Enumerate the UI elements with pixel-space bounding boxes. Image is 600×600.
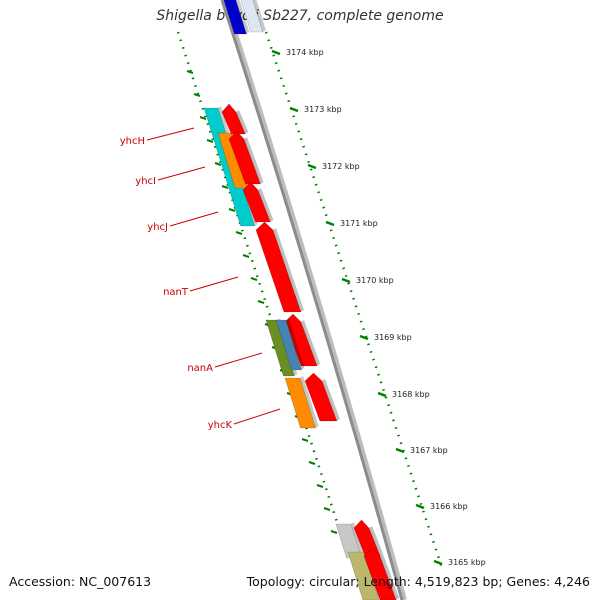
- cds-yhcK-body: [304, 372, 338, 422]
- kbp-tick-mark: [341, 277, 351, 284]
- cds-yhcJ-edge: [258, 188, 274, 222]
- minor-tick-mark: [186, 70, 194, 74]
- gene-features: [203, 0, 400, 600]
- kbp-tick-label: 3168 kbp: [392, 390, 430, 399]
- cds-nanT: [255, 221, 304, 313]
- cds-nanT-edge: [273, 228, 304, 312]
- minor-tick-mark: [228, 208, 236, 212]
- cds-nanA: [284, 313, 321, 367]
- gene-label: nanA: [187, 363, 213, 374]
- cds-yhcH-edge: [236, 110, 249, 134]
- accession-text: Accession: NC_007613: [9, 574, 152, 589]
- gene-leader-line: [189, 276, 239, 292]
- cds-yhcI-edge: [244, 137, 264, 184]
- gene-label: nanT: [163, 287, 189, 298]
- minor-tick-mark: [250, 277, 258, 281]
- gene-leader-line: [146, 127, 195, 141]
- partial-light-cds-body: [240, 0, 264, 33]
- kbp-tick-mark: [289, 106, 299, 113]
- orange-feature-body: [284, 377, 316, 429]
- kbp-tick-mark: [377, 391, 387, 398]
- kbp-tick-label: 3171 kbp: [340, 219, 378, 228]
- orange-feature-edge: [300, 376, 319, 428]
- orange-feature: [284, 376, 319, 429]
- partial-light-cds: [240, 0, 266, 33]
- minor-tick-mark: [221, 185, 229, 189]
- kbp-tick-mark: [325, 220, 335, 227]
- gene-leader-line: [169, 211, 219, 227]
- cds-nanA-body: [284, 313, 318, 367]
- cds-yhcJ-body: [242, 181, 271, 223]
- kbp-tick-mark: [271, 49, 281, 56]
- minor-tick-mark: [235, 231, 243, 235]
- khaki-feature-body: [347, 551, 380, 600]
- kbp-tick-mark: [307, 163, 317, 170]
- kbp-tick-label: 3166 kbp: [430, 502, 468, 511]
- cds-yhcJ: [242, 181, 274, 223]
- partial-light-cds-edge: [252, 0, 266, 32]
- minor-tick-mark: [316, 484, 324, 488]
- partial-blue-cds-body: [223, 0, 247, 35]
- minor-tick-mark: [257, 300, 265, 304]
- kbp-tick-label: 3172 kbp: [322, 162, 360, 171]
- kbp-tick-label: 3165 kbp: [448, 558, 486, 567]
- minor-tick-mark: [242, 254, 250, 258]
- kbp-tick-mark: [433, 559, 443, 566]
- partial-blue-cds: [223, 0, 250, 35]
- kbp-tick-label: 3173 kbp: [304, 105, 342, 114]
- minor-tick-mark: [193, 93, 201, 97]
- olive-feature-body: [265, 319, 295, 377]
- gene-leader-line: [214, 352, 263, 368]
- cds-nanT-body: [255, 221, 302, 313]
- minor-tick-mark: [199, 116, 207, 120]
- steel-feature-body: [275, 319, 302, 371]
- gene-leader-line: [157, 166, 206, 181]
- kbp-tick-label: 3167 kbp: [410, 446, 448, 455]
- position-ticks: 3174 kbp 3173 kbp 3172 kbp 3171 kbp 3170 kbp…: [176, 31, 486, 569]
- cds-yhcH: [221, 103, 249, 135]
- steel-feature-edge: [286, 318, 305, 370]
- cds-yhcK-edge: [322, 379, 340, 421]
- silver-feature-edge: [351, 522, 365, 558]
- gene-label: yhcH: [120, 136, 145, 147]
- kbp-tick-mark: [359, 334, 369, 341]
- minor-tick-mark: [330, 530, 338, 534]
- gene-label: yhcK: [208, 420, 233, 431]
- cds-bottom-2-edge: [380, 554, 400, 600]
- kbp-tick-label: 3174 kbp: [286, 48, 324, 57]
- steel-feature: [275, 318, 305, 371]
- cds-yhcI-body: [228, 130, 261, 185]
- backbone-line: [220, 0, 404, 600]
- cds-bottom-1-body: [353, 519, 381, 557]
- cds-bottom-2: [363, 547, 400, 600]
- minor-tick-mark: [308, 461, 316, 465]
- gene-labels: yhcH yhcI yhcJ nanT nanA yhcK: [120, 127, 281, 431]
- cds-nanA-edge: [301, 320, 321, 366]
- partial-blue-cds-edge: [235, 0, 250, 34]
- minor-tick-mark: [206, 139, 214, 143]
- cds-yhcK: [304, 372, 340, 422]
- cds-bottom-1-edge: [369, 526, 384, 556]
- gene-label: yhcI: [135, 176, 156, 187]
- cds-yhcI: [228, 130, 264, 185]
- minor-tick-mark: [301, 438, 309, 442]
- gene-leader-line: [233, 408, 281, 425]
- gene-label: yhcJ: [147, 222, 168, 233]
- kbp-tick-label: 3170 kbp: [356, 276, 394, 285]
- kbp-tick-mark: [395, 447, 405, 454]
- genome-stats-text: Topology: circular; Length: 4,519,823 bp…: [246, 574, 590, 589]
- backbone-shadow: [221, 0, 407, 600]
- kbp-tick-mark: [415, 503, 425, 510]
- minor-tick-mark: [323, 507, 331, 511]
- genome-backbone: [220, 0, 407, 600]
- kbp-tick-label: 3169 kbp: [374, 333, 412, 342]
- minor-tick-mark: [214, 162, 222, 166]
- cds-bottom-1: [353, 519, 384, 557]
- cds-yhcH-body: [221, 103, 246, 135]
- cds-bottom-2-body: [363, 547, 397, 600]
